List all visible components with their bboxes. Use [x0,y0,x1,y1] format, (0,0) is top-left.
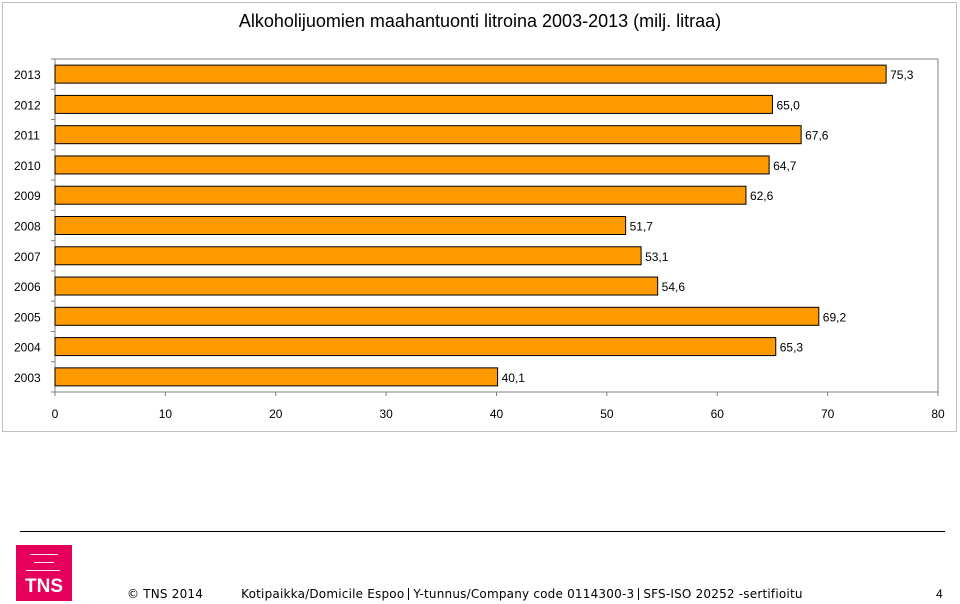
x-tick-label: 20 [269,407,283,421]
x-tick-label: 0 [52,407,59,421]
bar [54,246,642,266]
bar [54,367,499,387]
separator [408,588,410,600]
x-tick-label: 70 [821,407,835,421]
footer-text: © TNS 2014 Kotipaikka/Domicile Espoo Y-tu… [127,587,803,601]
separator [638,588,640,600]
bar [54,276,659,296]
category-label: 2011 [14,129,40,143]
data-label: 69,2 [823,310,847,324]
data-label: 54,6 [662,280,686,294]
bar [54,94,773,114]
x-tick-label: 60 [711,407,725,421]
data-label: 62,6 [750,189,774,203]
x-tick-label: 50 [600,407,614,421]
data-label: 51,7 [630,220,654,234]
data-label: 64,7 [773,159,797,173]
category-label: 2009 [14,189,41,203]
footer-divider [20,531,945,532]
bar [54,306,820,326]
logo-text: TNS [25,576,63,597]
x-tick-label: 80 [931,407,945,421]
data-label: 40,1 [502,371,526,385]
logo-line [30,554,58,555]
certification-text: SFS-ISO 20252 -sertifioitu [643,587,803,601]
data-label: 65,0 [776,98,800,112]
category-label: 2010 [14,159,41,173]
category-label: 2007 [14,250,41,264]
company-code-text: Y-tunnus/Company code 0114300-3 [413,587,635,601]
category-label: 2004 [14,341,41,355]
logo-line [26,570,60,571]
logo-line [34,562,54,563]
data-label: 75,3 [890,68,914,82]
tns-logo: TNS [16,545,72,601]
data-label: 53,1 [645,250,669,264]
category-label: 2008 [14,220,41,234]
bar [54,155,770,175]
bar [54,185,747,205]
bar [54,216,627,235]
domicile-text: Kotipaikka/Domicile Espoo [241,587,405,601]
data-label: 67,6 [805,129,829,143]
page-number: 4 [936,587,943,601]
category-label: 2013 [14,68,41,82]
chart-title: Alkoholijuomien maahantuonti litroina 20… [238,11,722,31]
category-label: 2006 [14,280,41,294]
x-tick-label: 40 [490,407,504,421]
x-tick-label: 10 [159,407,173,421]
bar-chart: 2003 40,1 2004 65,3 2005 69,2 2006 54,6 2007 53,1… [14,58,945,421]
bar [54,64,887,84]
bar [54,337,777,357]
category-label: 2005 [14,310,41,324]
category-label: 2003 [14,371,41,385]
bar [54,125,802,145]
category-label: 2012 [14,98,41,112]
copyright-text: © TNS 2014 [127,587,204,601]
x-tick-label: 30 [379,407,393,421]
data-label: 65,3 [780,341,804,355]
